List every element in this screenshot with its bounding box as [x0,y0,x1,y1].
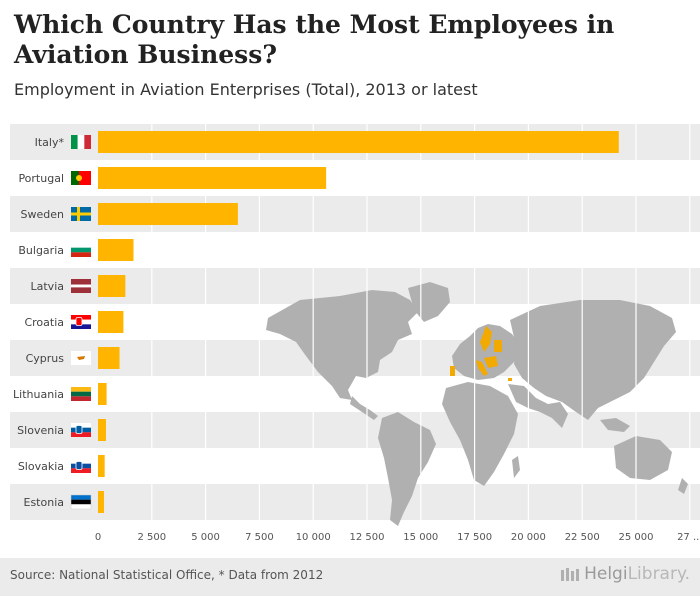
map-se-asia [600,418,630,432]
category-label: Sweden [21,208,64,221]
bar [98,239,134,261]
country-flags [70,135,92,510]
flag-icon [71,387,91,401]
x-gridlines [151,124,691,520]
bars [98,131,619,513]
map-central-america [350,396,378,420]
flag-icon [71,207,91,221]
x-tick-label: 20 000 [511,532,546,543]
flag-icon [71,459,91,473]
map-arabia-india [508,384,568,428]
x-tick-label: 7 500 [245,532,274,543]
flag-icon [71,171,91,185]
x-tick-label: 0 [95,532,101,543]
bar [98,275,126,297]
map-greenland [408,282,450,322]
category-label: Croatia [24,316,64,329]
x-tick-label: 17 500 [457,532,492,543]
category-label: Lithuania [13,388,64,401]
x-tick-label: 5 000 [191,532,220,543]
x-tick-label: 22 500 [565,532,600,543]
flag-icon [71,243,91,257]
category-label: Bulgaria [18,244,64,257]
bar [98,203,238,225]
row-band [10,484,700,520]
row-band [10,412,700,448]
x-tick-label: 25 000 [619,532,654,543]
x-tick-label: 10 000 [296,532,331,543]
bar [98,419,106,441]
bar [98,347,120,369]
category-label: Slovenia [17,424,64,437]
category-label: Cyprus [26,352,65,365]
flag-icon [70,494,92,510]
map-highlight-portugal [450,366,455,376]
flag-icon [71,351,91,365]
map-australia [614,436,672,480]
map-highlight-cyprus [508,378,512,381]
flag-icon [71,279,91,293]
map-highlight-sweden [480,326,492,352]
x-tick-label: 12 500 [350,532,385,543]
footer: Source: National Statistical Office, * D… [0,558,700,596]
bar [98,167,327,189]
category-label: Estonia [24,496,65,509]
map-asia [510,300,676,420]
flag-icon [71,423,91,437]
flag-icon [71,315,91,329]
map-madagascar [512,456,520,478]
category-labels: Italy* Portugal Sweden Bulgaria Latvia Croati… [13,136,64,509]
category-label: Slovakia [18,460,64,473]
map-highlight-baltics [494,340,502,352]
world-map-background [266,282,688,526]
brand-bold: Helgi [584,564,628,584]
x-tick-label: 2 500 [137,532,166,543]
bar [98,311,124,333]
bar [98,491,105,513]
bar-chart: Italy* Portugal Sweden Bulgaria Latvia Croati… [10,124,700,543]
map-europe [452,324,520,380]
library-icon [561,568,580,581]
flag-icon [71,135,91,149]
brand-logo: HelgiLibrary. [560,564,690,584]
map-africa [442,382,518,486]
map-highlight-balkans [484,356,498,368]
x-axis-tick-labels: 0 2 500 5 000 7 500 10 000 12 500 15 000 17 500… [95,532,700,543]
map-new-zealand [678,478,688,494]
category-label: Italy* [35,136,65,149]
x-tick-label: 15 000 [403,532,438,543]
bar [98,383,107,405]
category-label: Latvia [31,280,65,293]
x-tick-label: 27 ... [677,532,700,543]
map-north-america [266,290,418,400]
source-note: Source: National Statistical Office, * D… [10,568,324,582]
brand-light: Library. [627,564,690,584]
bar [98,131,619,153]
map-south-america [378,412,436,526]
category-label: Portugal [18,172,64,185]
chart-title: Which Country Has the Most Employees in … [14,10,615,69]
map-highlight-italy [476,360,488,376]
bar [98,455,105,477]
chart-subtitle: Employment in Aviation Enterprises (Tota… [14,80,478,99]
